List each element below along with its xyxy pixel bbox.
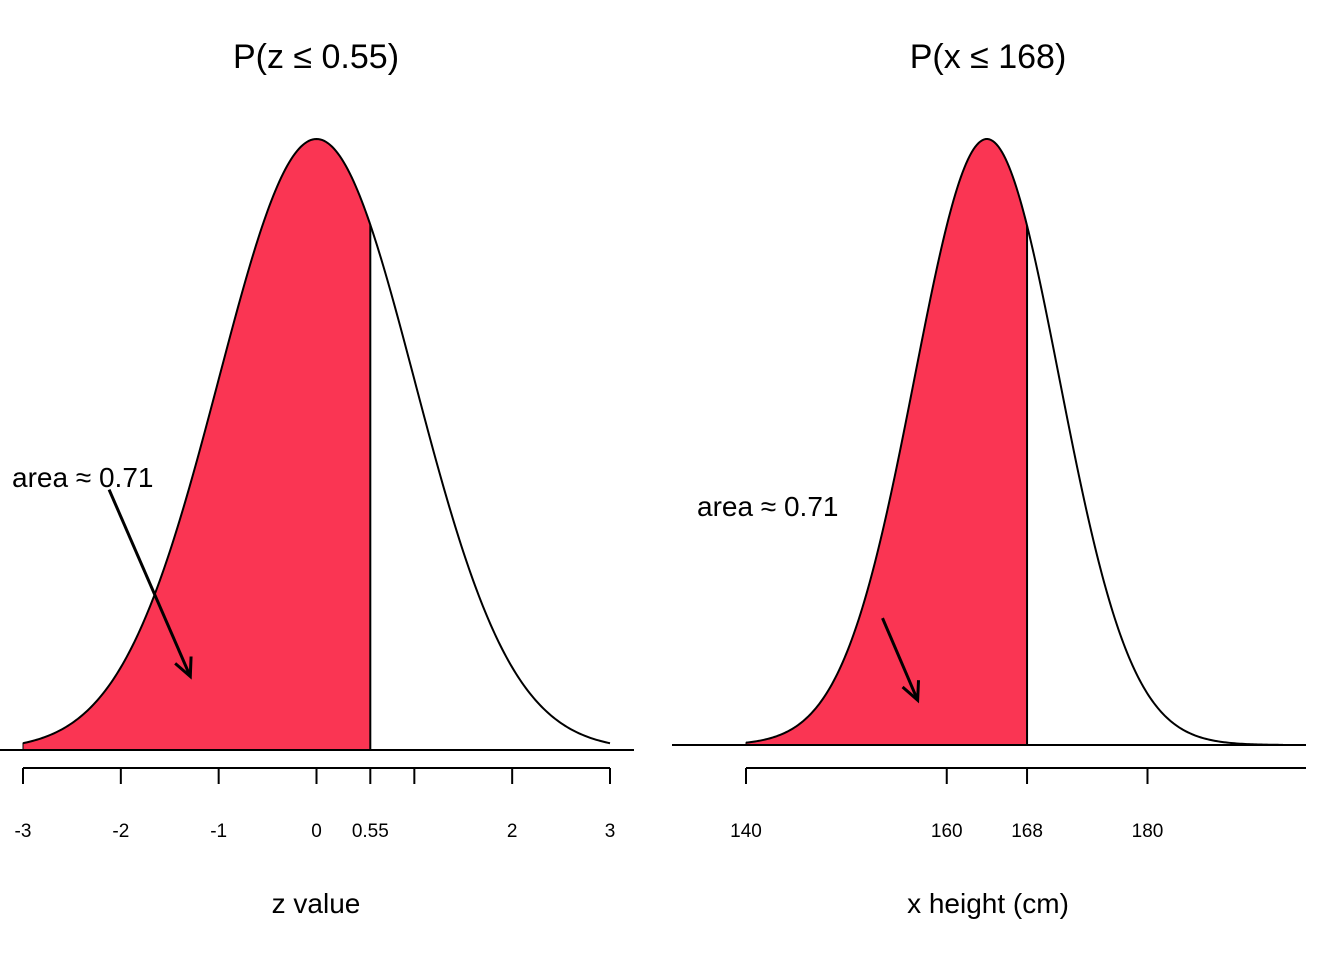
x-tick-label: -2 bbox=[112, 821, 129, 842]
left-shaded-area bbox=[22, 138, 371, 751]
left-panel: P(z ≤ 0.55) -3 -2 -1 0 0.55 2 3 z value area ≈… bbox=[0, 38, 634, 919]
right-panel: P(x ≤ 168) 140 160 168 180 x height (cm) ar… bbox=[672, 38, 1306, 919]
left-x-ticks: -3 -2 -1 0 0.55 2 3 bbox=[15, 768, 616, 842]
x-tick-label: -1 bbox=[210, 821, 227, 842]
x-tick-label: 168 bbox=[1011, 821, 1043, 842]
right-density-curve bbox=[745, 138, 1284, 746]
arrow-head bbox=[901, 680, 921, 704]
x-tick-label: 160 bbox=[931, 821, 963, 842]
right-area-annotation: area ≈ 0.71 bbox=[697, 491, 838, 522]
left-area-annotation: area ≈ 0.71 bbox=[12, 462, 153, 493]
arrow-shaft bbox=[107, 489, 192, 678]
right-chart-title: P(x ≤ 168) bbox=[910, 38, 1067, 76]
right-annotation-arrow bbox=[881, 617, 921, 704]
left-chart-title: P(z ≤ 0.55) bbox=[233, 38, 399, 76]
x-tick-label: 0.55 bbox=[352, 821, 389, 842]
left-annotation-arrow bbox=[107, 489, 193, 680]
arrow-shaft bbox=[881, 617, 920, 701]
x-tick-label: 3 bbox=[605, 821, 616, 842]
left-density-curve bbox=[22, 137, 611, 745]
x-tick-label: 180 bbox=[1132, 821, 1164, 842]
x-tick-label: -3 bbox=[15, 821, 32, 842]
arrow-head bbox=[174, 656, 193, 680]
x-tick-label: 0 bbox=[311, 821, 322, 842]
right-x-ticks: 140 160 168 180 bbox=[730, 768, 1163, 842]
x-tick-label: 140 bbox=[730, 821, 762, 842]
right-x-axis-label: x height (cm) bbox=[907, 888, 1069, 919]
x-tick-label: 2 bbox=[507, 821, 518, 842]
left-x-axis-label: z value bbox=[272, 888, 361, 919]
right-shaded-area bbox=[745, 138, 1028, 746]
